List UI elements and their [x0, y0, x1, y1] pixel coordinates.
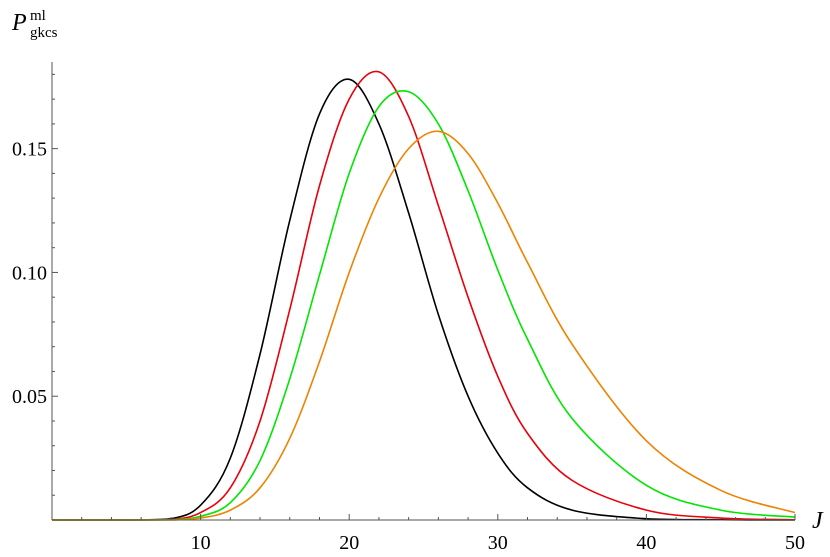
- x-axis-ticks: 10 20 30 40 50: [81, 514, 805, 554]
- y-axis-label-superscript: ml: [30, 8, 46, 24]
- x-tick-label: 10: [191, 532, 211, 554]
- series-line-3: [52, 90, 796, 521]
- series-line-4: [52, 130, 796, 521]
- y-axis-label: P ml gkcs: [11, 8, 58, 41]
- series-line-2: [52, 70, 796, 521]
- y-axis-label-subscript: gkcs: [30, 25, 58, 41]
- axes: 10 20 30 40 50 0.05 0.10 0.15: [12, 62, 805, 554]
- series-line-1: [52, 78, 796, 521]
- x-tick-label: 40: [636, 532, 656, 554]
- y-tick-label: 0.15: [12, 139, 47, 161]
- x-tick-label: 50: [785, 532, 805, 554]
- x-tick-label: 20: [339, 532, 359, 554]
- y-axis-label-main: P: [11, 10, 27, 36]
- y-axis-ticks: 0.05 0.10 0.15: [12, 73, 58, 496]
- x-tick-label: 30: [488, 532, 508, 554]
- y-tick-label: 0.05: [12, 386, 47, 408]
- y-tick-label: 0.10: [12, 262, 47, 284]
- series-lines: [52, 70, 796, 521]
- x-axis-label: J: [812, 508, 824, 534]
